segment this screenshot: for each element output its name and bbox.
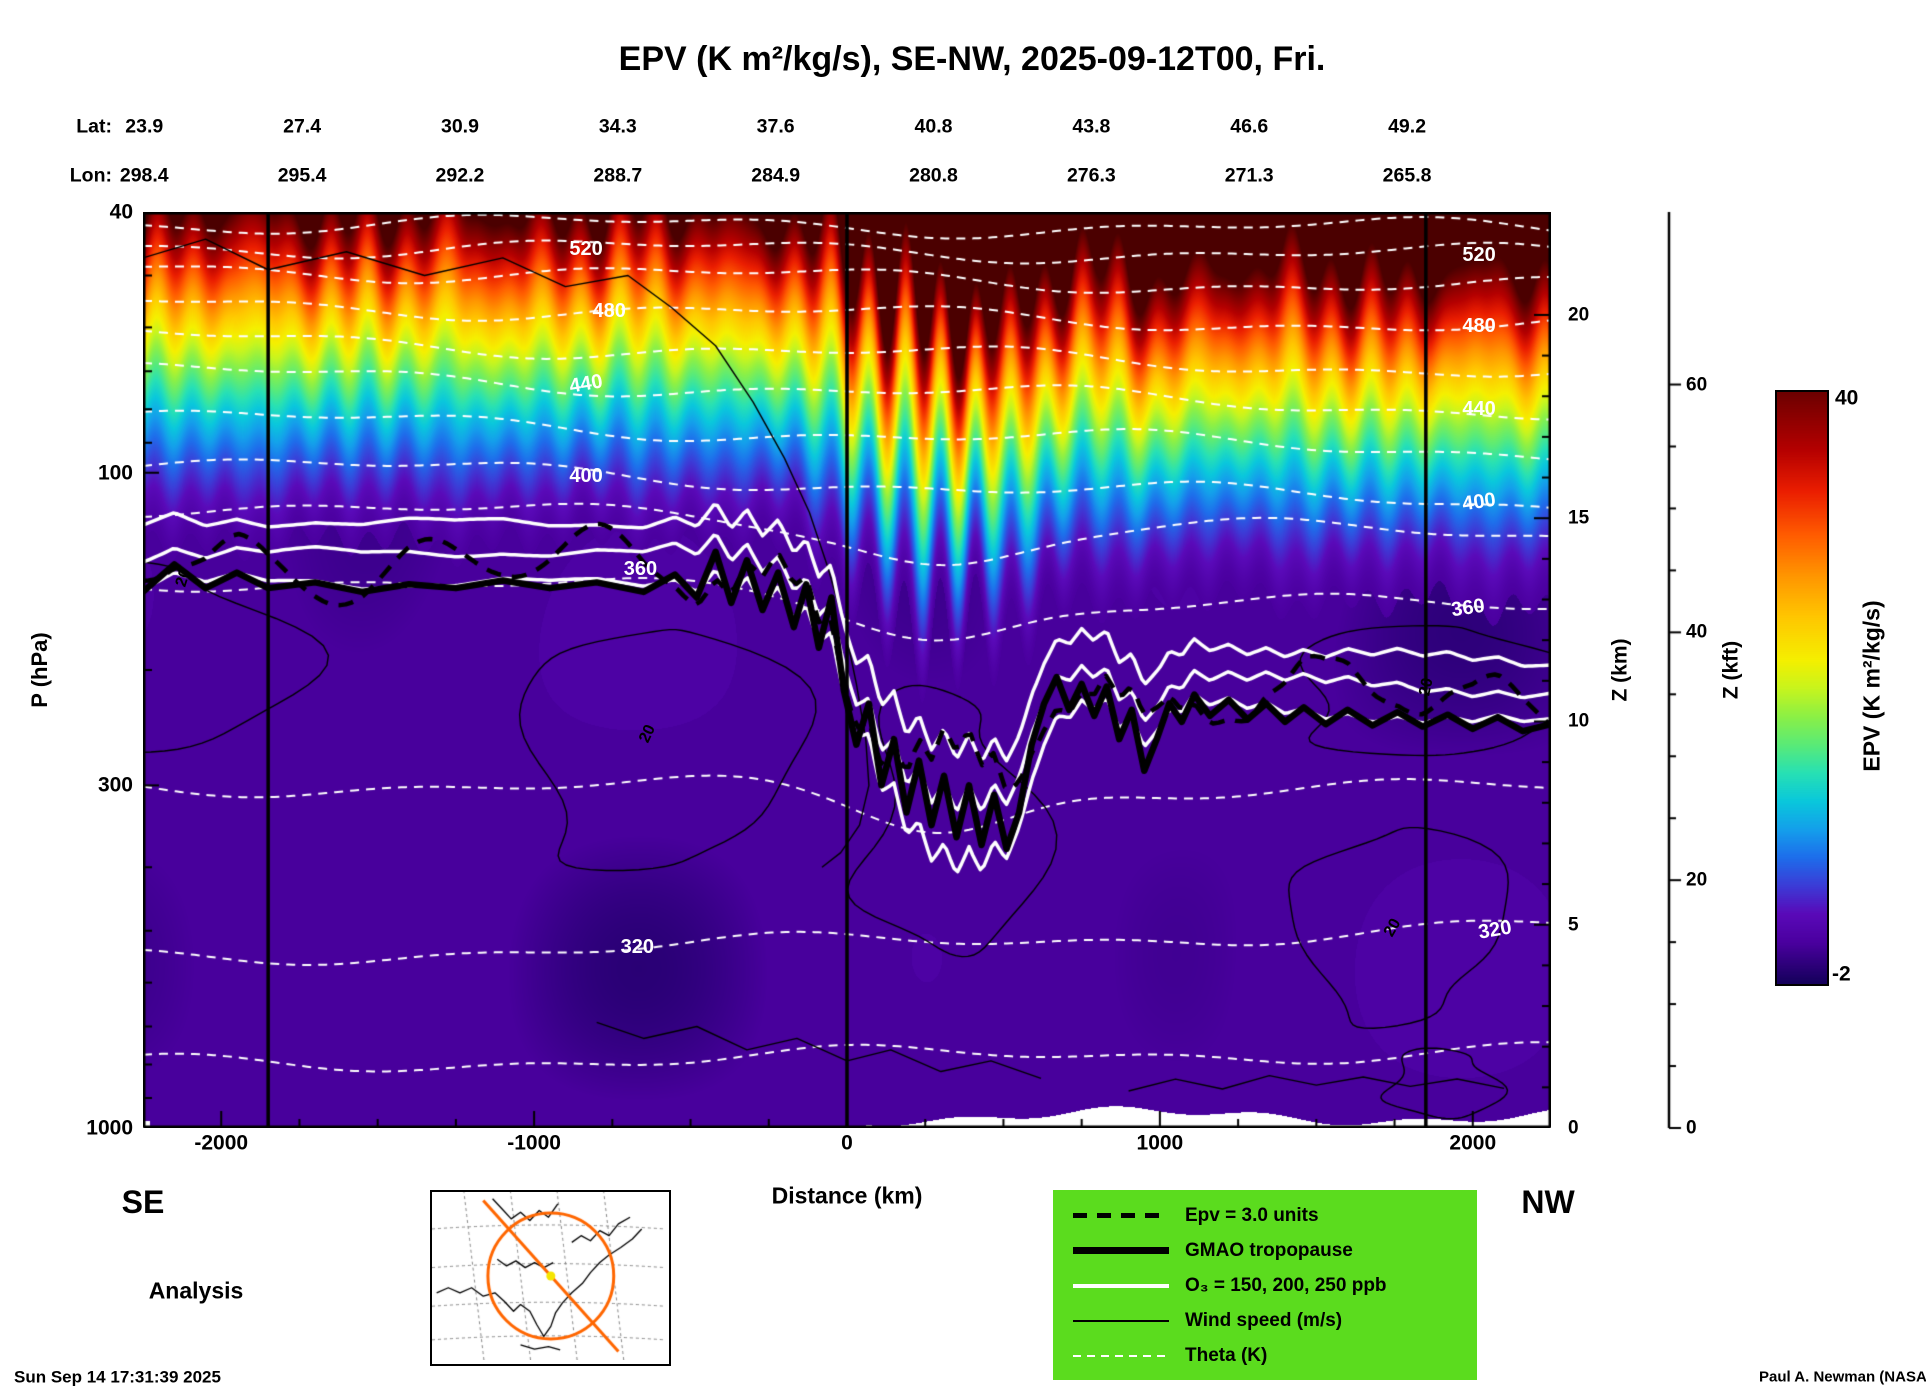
z-km-tick-label: 5 <box>1568 914 1579 936</box>
theta-contour-label: 320 <box>1476 915 1514 944</box>
lon-value: 298.4 <box>119 164 169 187</box>
colorbar-gradient <box>1775 390 1829 986</box>
theta-contour-label: 520 <box>1462 243 1496 266</box>
corner-label-nw: NW <box>1521 1184 1575 1220</box>
map-inset <box>430 1190 671 1366</box>
theta-contour-label: 360 <box>1450 595 1487 622</box>
lon-value: 288.7 <box>593 164 643 187</box>
lon-value: 276.3 <box>1066 164 1116 187</box>
theta-contour-label: 480 <box>1462 314 1496 337</box>
epv-heatmap-canvas <box>143 212 1551 1128</box>
distance-tick-label: 1000 <box>1136 1131 1184 1155</box>
lat-value: 30.9 <box>440 115 479 138</box>
lon-value: 271.3 <box>1224 164 1274 187</box>
lat-value: 34.3 <box>598 115 637 138</box>
legend-item-label: Epv = 3.0 units <box>1185 1204 1319 1226</box>
theta-contour-label: 480 <box>592 299 626 322</box>
lon-value: 292.2 <box>435 164 485 187</box>
legend-line-sample <box>1073 1283 1169 1288</box>
z-km-tick-label: 0 <box>1568 1117 1579 1139</box>
credit-text: Paul A. Newman (NASA <box>1759 1368 1926 1386</box>
lon-row-label: Lon: <box>69 164 112 187</box>
z-km-axis-title: Z (km) <box>1608 638 1632 702</box>
lon-value: 295.4 <box>277 164 327 187</box>
legend: Epv = 3.0 units GMAO tropopause O₃ = 150, … <box>1053 1190 1477 1380</box>
z-km-tick-label: 20 <box>1568 304 1590 326</box>
lat-row-label: Lat: <box>76 115 112 138</box>
lat-value: 43.8 <box>1072 115 1111 138</box>
legend-item: Wind speed (m/s) <box>1053 1303 1477 1338</box>
legend-item-label: Wind speed (m/s) <box>1185 1309 1343 1331</box>
distance-tick-label: -1000 <box>507 1131 561 1155</box>
legend-item-label: O₃ = 150, 200, 250 ppb <box>1185 1274 1387 1296</box>
z-kft-tick-label: 0 <box>1686 1117 1697 1139</box>
legend-item: Epv = 3.0 units <box>1053 1198 1477 1233</box>
lat-value: 40.8 <box>914 115 953 138</box>
lat-value: 46.6 <box>1230 115 1269 138</box>
lat-value: 23.9 <box>125 115 164 138</box>
chart-title: EPV (K m²/kg/s), SE-NW, 2025-09-12T00, F… <box>618 40 1326 78</box>
z-km-tick-label: 15 <box>1568 507 1590 529</box>
lon-value: 280.8 <box>909 164 958 187</box>
legend-item: O₃ = 150, 200, 250 ppb <box>1053 1268 1477 1303</box>
theta-contour-label: 360 <box>623 557 658 580</box>
generation-timestamp: Sun Sep 14 17:31:39 2025 <box>14 1367 221 1387</box>
analysis-label: Analysis <box>148 1277 244 1304</box>
distance-axis-title: Distance (km) <box>771 1182 923 1209</box>
pressure-axis-title: P (hPa) <box>27 632 52 708</box>
map-inset-canvas <box>432 1192 665 1360</box>
theta-contour-label: 440 <box>567 370 605 398</box>
theta-contour-label: 320 <box>620 936 655 959</box>
distance-tick-label: 2000 <box>1449 1131 1497 1155</box>
lat-value: 37.6 <box>756 115 795 138</box>
legend-line-sample <box>1073 1319 1169 1322</box>
z-km-tick-label: 10 <box>1568 710 1590 732</box>
distance-tick-label: -2000 <box>194 1131 249 1155</box>
theta-contour-label: 400 <box>569 464 603 487</box>
colorbar-min-label: -2 <box>1832 962 1851 986</box>
theta-contour-label: 440 <box>1462 397 1496 420</box>
distance-tick-label: 0 <box>841 1131 853 1155</box>
lat-value: 49.2 <box>1388 115 1427 138</box>
legend-item: Theta (K) <box>1053 1338 1477 1373</box>
pressure-tick-label: 300 <box>97 773 133 797</box>
theta-contour-label: 400 <box>1460 489 1498 516</box>
z-kft-tick-label: 20 <box>1686 869 1708 891</box>
theta-contour-label: 520 <box>569 237 603 260</box>
lat-value: 27.4 <box>283 115 322 138</box>
pressure-tick-label: 100 <box>97 461 133 485</box>
legend-item-label: GMAO tropopause <box>1185 1239 1353 1261</box>
lon-value: 284.9 <box>751 164 801 187</box>
legend-item: GMAO tropopause <box>1053 1233 1477 1268</box>
legend-line-sample <box>1073 1354 1169 1357</box>
colorbar-title: EPV (K m²/kg/s) <box>1858 600 1885 772</box>
legend-line-sample <box>1073 1213 1169 1218</box>
pressure-tick-label: 40 <box>109 200 133 224</box>
lon-value: 265.8 <box>1382 164 1432 187</box>
z-kft-axis-title: Z (kft) <box>1719 640 1743 700</box>
z-kft-tick-label: 60 <box>1686 374 1708 396</box>
legend-item-label: Theta (K) <box>1185 1344 1268 1366</box>
pressure-tick-label: 1000 <box>86 1116 133 1140</box>
corner-label-se: SE <box>121 1184 165 1220</box>
legend-line-sample <box>1073 1247 1169 1254</box>
colorbar-max-label: 40 <box>1835 386 1859 410</box>
z-kft-tick-label: 40 <box>1686 621 1708 643</box>
